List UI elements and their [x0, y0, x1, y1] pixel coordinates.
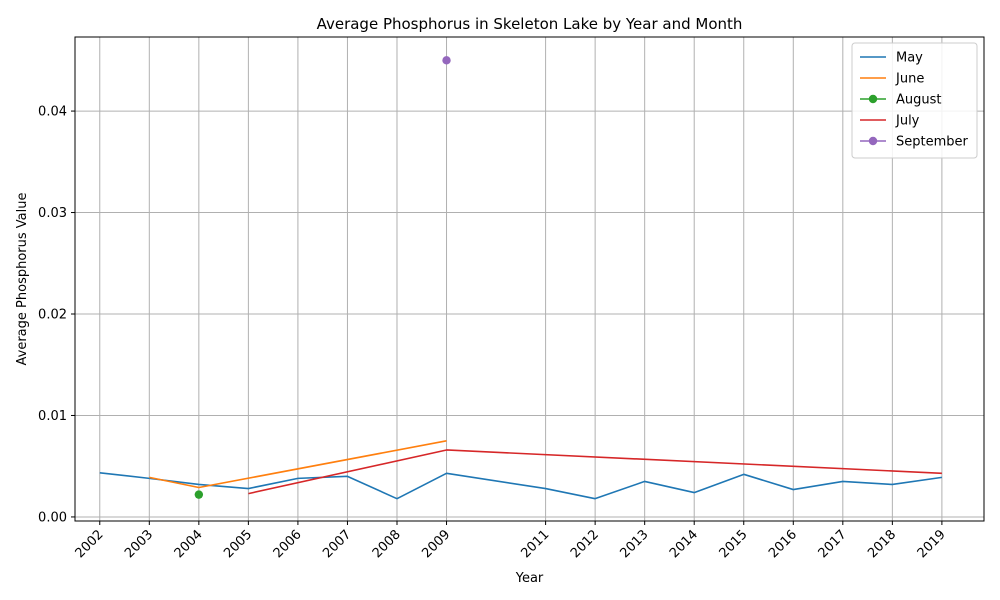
y-tick-label: 0.00 [38, 510, 67, 525]
legend: May June August July September [851, 42, 978, 159]
legend-item-august: August [860, 93, 942, 108]
legend-marker [868, 94, 878, 104]
chart-title: Average Phosphorus in Skeleton Lake by Y… [317, 15, 743, 33]
legend-item-june: June [860, 72, 924, 87]
legend-label: September [896, 135, 969, 150]
legend-item-july: July [860, 114, 920, 129]
series-september [442, 56, 451, 65]
y-tick-label: 0.03 [38, 206, 67, 221]
y-tick-label: 0.01 [38, 409, 67, 424]
data-point-september [442, 56, 451, 65]
legend-box [851, 42, 978, 159]
series-august [194, 490, 204, 499]
legend-item-september: September [860, 135, 969, 150]
series-line-june [149, 440, 447, 489]
series-may [99, 472, 943, 500]
grid [75, 37, 984, 521]
x-axis-title: Year [515, 571, 544, 586]
data-point-august [194, 490, 204, 499]
series-line-july [248, 449, 942, 495]
y-axis-title: Average Phosphorus Value [15, 193, 30, 366]
plot-frame [74, 36, 985, 522]
y-tick-label: 0.02 [38, 308, 67, 323]
y-tick-label: 0.04 [38, 105, 67, 120]
series-july [248, 449, 942, 495]
series-layer [99, 56, 943, 500]
legend-label: June [895, 72, 924, 87]
y-axis: 0.00 0.01 0.02 0.03 0.04 [38, 105, 75, 525]
legend-label: August [896, 93, 942, 108]
legend-marker [868, 136, 878, 146]
series-line-may [99, 472, 943, 500]
series-june [149, 440, 447, 489]
legend-label: May [896, 51, 923, 66]
legend-item-may: May [860, 51, 923, 66]
legend-label: July [895, 114, 920, 129]
